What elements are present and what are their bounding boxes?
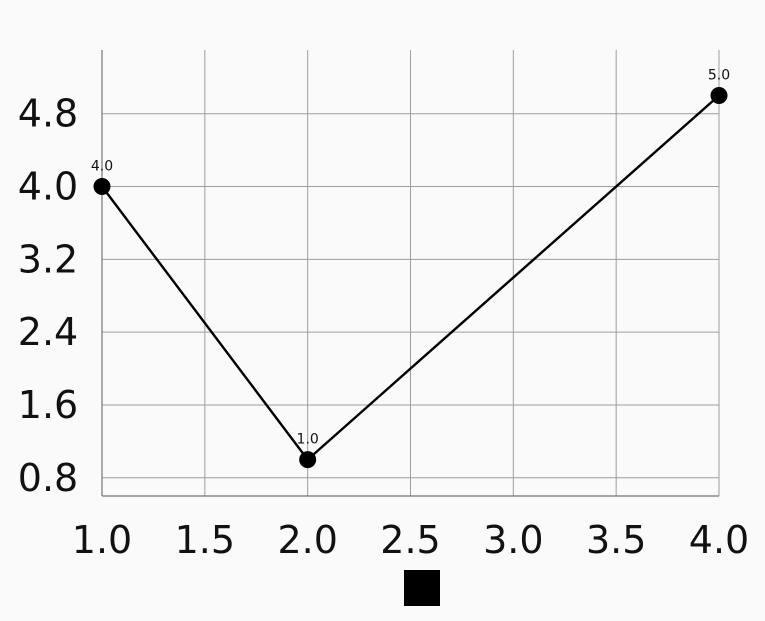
x-tick-label: 1.5 [175,518,235,562]
x-tick-label: 2.5 [380,518,440,562]
data-point [299,451,317,469]
x-tick-label: 4.0 [689,518,749,562]
x-tick-label: 2.0 [277,518,337,562]
data-label: 1.0 [297,432,319,448]
axes [101,50,719,497]
y-tick-label: 2.4 [18,310,78,354]
x-tick-label: 3.5 [586,518,646,562]
x-tick-label: 1.0 [72,518,132,562]
y-tick-label: 4.8 [18,92,78,136]
series-line-group: 4.0 1.0 5.0 [91,68,730,469]
data-point [710,87,728,105]
y-tick-label: 4.0 [18,165,78,209]
legend-swatch [404,570,440,606]
data-label: 5.0 [708,68,730,84]
x-tick-label: 3.0 [483,518,543,562]
x-axis-tick-labels: 1.0 1.5 2.0 2.5 3.0 3.5 4.0 [72,518,749,562]
y-tick-label: 3.2 [18,237,78,281]
y-tick-label: 1.6 [18,383,78,427]
y-tick-label: 0.8 [18,456,78,500]
grid-lines [101,50,720,496]
data-label: 4.0 [91,159,113,175]
data-point [93,178,111,196]
y-axis-tick-labels: 0.8 1.6 2.4 3.2 4.0 4.8 [18,92,78,500]
legend [404,570,440,606]
